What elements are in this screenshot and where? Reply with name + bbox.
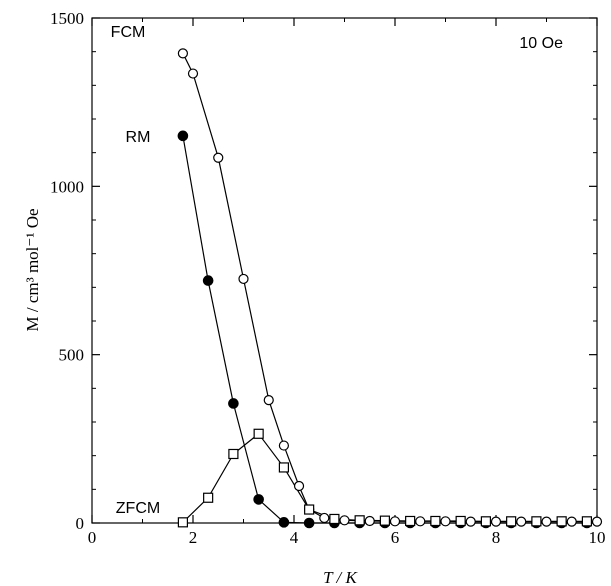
point-zfcm <box>203 492 214 503</box>
series-label-rm: RM <box>126 129 151 146</box>
point-zfcm <box>228 448 239 460</box>
point-fcm <box>263 395 274 406</box>
point-fcm <box>566 516 577 527</box>
point-fcm <box>440 516 451 527</box>
point-fcm <box>541 516 552 527</box>
point-fcm <box>293 480 305 492</box>
point-zfcm <box>177 517 188 528</box>
y-tick-label: 500 <box>59 346 85 365</box>
point-zfcm <box>379 515 390 526</box>
point-fcm <box>177 48 188 59</box>
point-rm <box>303 517 315 529</box>
series-line-fcm <box>182 53 597 523</box>
point-zfcm <box>480 516 491 527</box>
point-rm <box>177 130 189 142</box>
y-tick-label: 1500 <box>50 9 84 28</box>
point-zfcm <box>430 515 441 527</box>
x-tick-label: 6 <box>391 528 400 547</box>
point-fcm <box>187 68 199 79</box>
x-tick-label: 2 <box>189 528 198 547</box>
y-tick-label: 1000 <box>50 177 84 196</box>
point-fcm <box>415 516 426 527</box>
point-fcm <box>339 515 350 526</box>
series-line-zfcm <box>182 432 587 523</box>
annotation-label: 10 Oe <box>519 35 563 52</box>
point-rm <box>228 398 239 409</box>
point-fcm <box>238 273 249 285</box>
series-lines <box>182 53 597 524</box>
x-tick-label: 10 <box>589 528 606 547</box>
series-markers <box>177 48 603 529</box>
point-fcm <box>516 516 527 527</box>
point-zfcm <box>556 516 567 527</box>
point-zfcm <box>329 513 340 525</box>
x-tick-label: 4 <box>290 528 299 547</box>
tick-labels: 0 2 4 6 8 10 0 500 1000 1500 <box>50 9 606 547</box>
point-fcm <box>364 515 375 527</box>
y-axis-label: M / cm³ mol⁻¹ Oe <box>23 208 42 331</box>
series-label-fcm: FCM <box>111 24 146 41</box>
point-zfcm <box>278 462 289 473</box>
point-rm <box>278 517 290 528</box>
point-rm <box>202 275 214 286</box>
point-zfcm <box>531 516 542 527</box>
point-zfcm <box>405 515 416 527</box>
point-fcm <box>490 516 502 527</box>
point-rm <box>253 494 264 505</box>
plot-frame <box>91 17 598 524</box>
point-fcm <box>465 516 476 527</box>
x-tick-label: 8 <box>492 528 501 547</box>
point-fcm <box>389 516 401 527</box>
axis-ticks <box>91 17 598 524</box>
point-zfcm <box>506 516 517 527</box>
point-fcm <box>213 152 224 163</box>
point-fcm <box>319 512 330 524</box>
point-zfcm <box>354 515 365 526</box>
point-zfcm <box>455 515 466 527</box>
x-axis-label: T / K <box>323 568 358 586</box>
x-tick-label: 0 <box>88 528 97 547</box>
y-tick-label: 0 <box>76 514 85 533</box>
point-fcm <box>278 440 289 451</box>
point-zfcm <box>581 516 593 527</box>
point-zfcm <box>253 428 264 439</box>
series-line-rm <box>182 135 587 524</box>
series-labels: FCM RM ZFCM <box>111 24 161 517</box>
series-label-zfcm: ZFCM <box>116 500 160 517</box>
point-fcm <box>591 516 603 527</box>
point-zfcm <box>304 504 315 515</box>
